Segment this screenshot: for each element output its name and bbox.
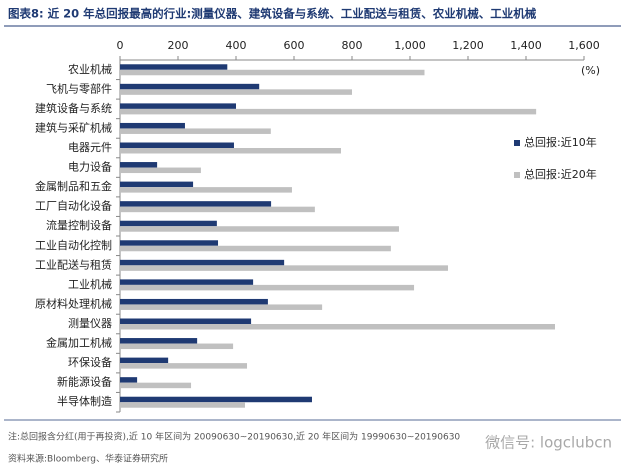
bar	[120, 338, 198, 344]
bar	[120, 64, 228, 70]
y-tick-label: 飞机与零部件	[46, 81, 112, 95]
unit-label: (%)	[581, 64, 600, 77]
y-tick-label: 建筑设备与系统	[35, 101, 112, 115]
y-tick-label: 农业机械	[68, 62, 112, 76]
chart-title: 图表8: 近 20 年总回报最高的行业:测量仪器、建筑设备与系统、工业配送与租赁…	[8, 7, 537, 21]
bar	[120, 304, 323, 310]
y-tick-label: 原材料处理机械	[35, 296, 112, 310]
x-tick-label: 1,600	[568, 39, 600, 52]
bar	[120, 357, 169, 364]
bar	[120, 201, 272, 207]
bar	[120, 226, 399, 232]
y-tick-label: 环保设备	[68, 355, 112, 369]
bar	[120, 259, 285, 266]
bar	[120, 148, 341, 154]
y-tick-label: 金属制品和五金	[35, 179, 112, 193]
bar	[120, 220, 217, 227]
y-tick-label: 流量控制设备	[46, 218, 112, 232]
y-tick-label: 电力设备	[68, 160, 112, 174]
x-tick-label: 800	[342, 39, 363, 52]
y-tick-label: 建筑与采矿机械	[35, 120, 112, 134]
bar	[120, 396, 312, 403]
y-tick-label: 电器元件	[68, 141, 112, 154]
watermark: 微信号: logclubcn	[485, 434, 612, 452]
bar	[120, 245, 391, 252]
bar	[120, 240, 219, 246]
y-tick-label: 工厂自动化设备	[35, 199, 112, 213]
x-tick-label: 400	[226, 39, 247, 52]
x-tick-label: 1,000	[394, 39, 426, 52]
y-tick-label: 工业机械	[68, 277, 112, 291]
bar	[120, 382, 192, 389]
bar	[120, 279, 254, 285]
bar	[120, 103, 236, 109]
x-tick-label: 1,400	[510, 39, 542, 52]
bar	[120, 128, 271, 134]
x-tick-label: 200	[168, 39, 189, 52]
bar	[120, 187, 292, 193]
bar	[120, 83, 260, 90]
legend-swatch	[514, 172, 520, 178]
bar	[120, 69, 425, 76]
bar	[120, 324, 555, 330]
legend-swatch	[514, 140, 520, 146]
bar	[120, 162, 158, 168]
bar	[120, 142, 234, 148]
legend-label: 总回报:近20年	[524, 167, 597, 181]
bar	[120, 402, 245, 408]
y-tick-label: 工业自动化控制	[35, 238, 112, 252]
bar	[120, 167, 201, 174]
legend-label: 总回报:近10年	[524, 135, 597, 149]
bar	[120, 89, 352, 95]
x-tick-label: 1,200	[452, 39, 484, 52]
bar	[120, 284, 415, 291]
y-tick-label: 工业配送与租赁	[35, 257, 112, 271]
y-tick-label: 新能源设备	[57, 375, 112, 389]
note: 注:总回报含分红(用于再投资),近 10 年区间为 20090630~20190…	[8, 431, 460, 443]
bar	[120, 363, 248, 369]
x-tick-label: 0	[117, 39, 124, 52]
y-tick-label: 金属加工机械	[46, 336, 112, 350]
bar	[120, 298, 268, 305]
bar	[120, 265, 448, 271]
bar	[120, 122, 185, 129]
y-tick-label: 半导体制造	[57, 394, 112, 408]
x-tick-label: 600	[284, 39, 305, 52]
bar	[120, 343, 234, 350]
bar	[120, 377, 138, 383]
y-tick-label: 测量仪器	[68, 317, 112, 330]
bar	[120, 318, 252, 324]
bar	[120, 108, 537, 115]
bar	[120, 181, 194, 188]
bar	[120, 206, 315, 213]
source: 资料来源:Bloomberg、华泰证券研究所	[8, 453, 168, 465]
